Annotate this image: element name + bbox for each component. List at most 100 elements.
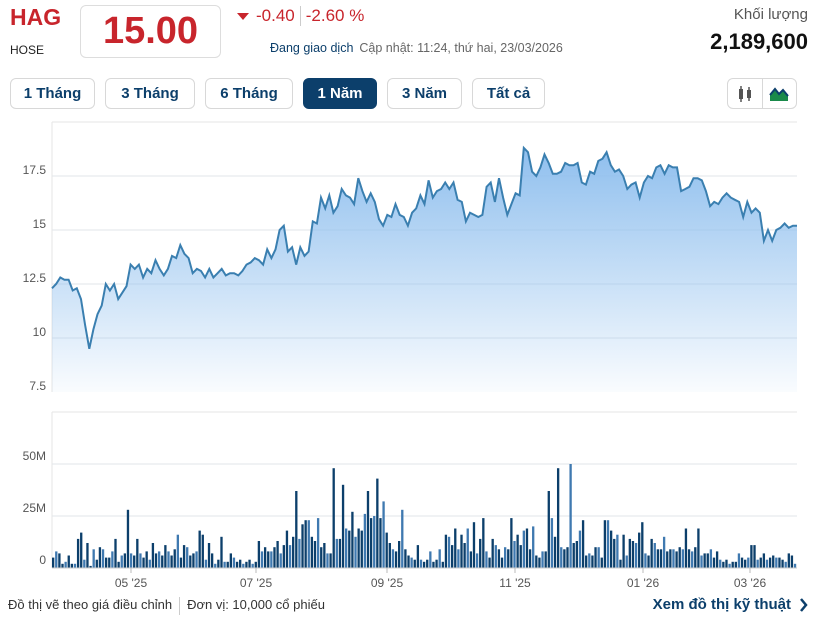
volume-bar xyxy=(388,543,391,568)
volume-bar xyxy=(151,543,155,568)
volume-bar xyxy=(784,561,787,568)
volume-bar xyxy=(435,559,438,568)
tab-1-year[interactable]: 1 Năm xyxy=(303,78,377,109)
volume-bar xyxy=(463,543,466,568)
y-tick-label: 12.5 xyxy=(23,271,47,285)
volume-bar xyxy=(391,549,395,568)
volume-bar xyxy=(603,520,607,568)
volume-bar xyxy=(198,530,201,568)
volume-bar xyxy=(357,528,360,568)
volume-bar xyxy=(80,532,83,568)
volume-bar xyxy=(709,549,713,568)
volume-bar xyxy=(793,563,797,568)
current-price: 15.00 xyxy=(80,5,221,58)
x-tick-label: 03 '26 xyxy=(734,576,767,590)
technical-chart-link-label: Xem đồ thị kỹ thuật xyxy=(652,596,791,613)
volume-bar xyxy=(192,553,195,568)
volume-bar xyxy=(622,534,625,568)
volume-bar xyxy=(186,547,189,568)
tab-all[interactable]: Tất cả xyxy=(472,78,545,109)
volume-bar xyxy=(728,563,731,568)
volume-bar xyxy=(279,553,282,568)
candlestick-button[interactable] xyxy=(728,79,762,108)
y-tick-label: 17.5 xyxy=(23,163,47,177)
volume-label: Khối lượng xyxy=(733,6,808,23)
volume-bar xyxy=(647,555,650,568)
x-tick-label: 07 '25 xyxy=(240,576,273,590)
volume-bar xyxy=(348,530,351,568)
volume-bar xyxy=(485,551,488,568)
tab-3-years[interactable]: 3 Năm xyxy=(387,78,462,109)
volume-bar xyxy=(507,549,510,568)
area-chart-button[interactable] xyxy=(761,79,797,108)
tab-3-months[interactable]: 3 Tháng xyxy=(105,78,195,109)
volume-bar xyxy=(694,547,697,568)
volume-bar xyxy=(581,520,585,568)
volume-bar xyxy=(214,563,217,568)
volume-bar xyxy=(482,518,485,568)
volume-bar xyxy=(267,551,270,568)
volume-bar xyxy=(126,509,130,568)
volume-bar xyxy=(189,555,192,568)
volume-bar xyxy=(591,555,594,568)
volume-bar xyxy=(245,561,248,568)
volume-bar xyxy=(83,559,86,568)
volume-bar xyxy=(210,553,214,568)
volume-bar xyxy=(566,547,569,568)
volume-bar xyxy=(472,522,476,568)
y-tick-label: 0 xyxy=(39,553,46,567)
volume-bar xyxy=(351,511,354,568)
price-change: -0.40 -2.60 % xyxy=(237,6,364,26)
volume-bar xyxy=(569,464,572,568)
tab-1-month[interactable]: 1 Tháng xyxy=(10,78,95,109)
volume-bar xyxy=(691,551,694,568)
volume-bar xyxy=(522,530,526,568)
update-time: Cập nhật: 11:24, thứ hai, 23/03/2026 xyxy=(359,41,563,55)
volume-bar xyxy=(772,555,775,568)
volume-bar xyxy=(466,528,469,568)
tab-6-months[interactable]: 6 Tháng xyxy=(205,78,293,109)
volume-bar xyxy=(628,538,631,568)
volume-bar xyxy=(451,545,454,568)
volume-bar xyxy=(578,530,582,568)
volume-bar xyxy=(684,528,688,568)
x-tick-label: 05 '25 xyxy=(115,576,148,590)
volume-bar xyxy=(398,541,401,568)
volume-bar xyxy=(666,551,669,568)
volume-bar xyxy=(750,545,753,568)
volume-bar xyxy=(731,561,734,568)
y-tick-label: 50M xyxy=(23,449,46,463)
volume-bar xyxy=(781,559,784,568)
volume-bar xyxy=(787,553,790,568)
volume-bar xyxy=(217,559,220,568)
volume-bar xyxy=(345,528,348,568)
volume-bar xyxy=(254,561,257,568)
volume-bar xyxy=(597,547,600,568)
volume-bar xyxy=(161,555,164,568)
volume-bar xyxy=(326,553,329,568)
volume-bar xyxy=(67,555,70,568)
volume-bar xyxy=(360,530,363,568)
volume-bar xyxy=(756,559,759,568)
volume-bar xyxy=(438,549,441,568)
volume-bar xyxy=(634,543,638,568)
x-tick-label: 01 '26 xyxy=(627,576,660,590)
volume-bar xyxy=(625,555,628,568)
volume-bar xyxy=(659,549,663,568)
volume-bar xyxy=(712,557,716,568)
volume-bar xyxy=(641,522,644,568)
volume-bar xyxy=(92,549,95,568)
volume-bar xyxy=(260,551,264,568)
volume-bar xyxy=(204,559,208,568)
volume-bar xyxy=(201,534,204,568)
volume-bar xyxy=(139,553,142,568)
trading-status: Đang giao dịch xyxy=(270,41,354,55)
volume-bar xyxy=(606,520,610,568)
volume-bar xyxy=(64,561,67,568)
volume-bar xyxy=(366,491,370,568)
volume-bar xyxy=(550,518,554,568)
volume-bar xyxy=(672,549,675,568)
volume-bar xyxy=(585,555,588,568)
volume-bar xyxy=(513,541,516,568)
technical-chart-link[interactable]: Xem đồ thị kỹ thuật xyxy=(653,596,808,613)
